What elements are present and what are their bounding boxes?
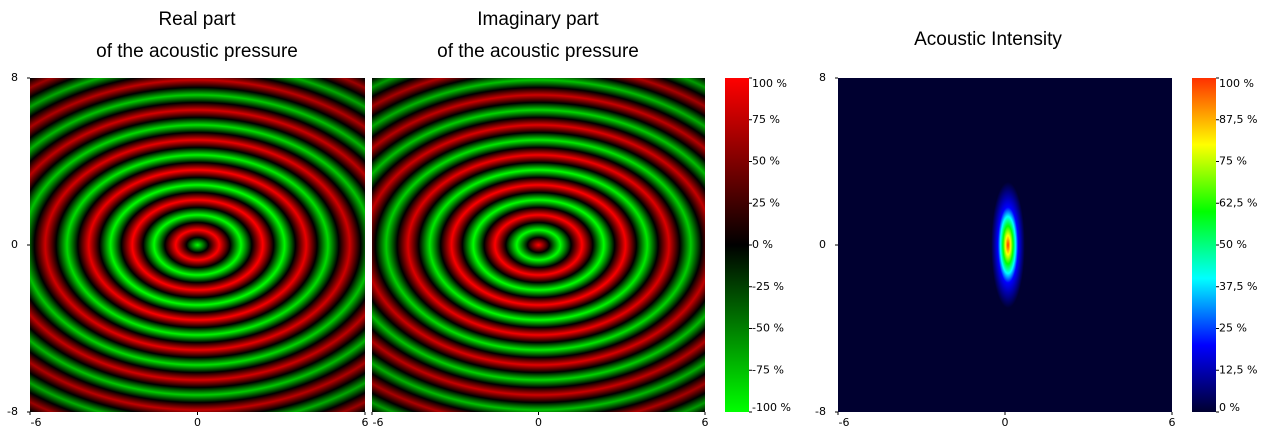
- y-tick-label: -8: [7, 405, 18, 418]
- x-tick-label: 6: [362, 416, 369, 429]
- x-tick-label: 0: [1002, 416, 1009, 429]
- colorbar-tick-label: 100 %: [752, 77, 787, 90]
- colorbar-tick-label: 100 %: [1219, 77, 1254, 90]
- y-tick-label: 8: [819, 71, 826, 84]
- colorbar-tick-label: 75 %: [1219, 155, 1247, 168]
- heatmap-shade: [372, 78, 705, 412]
- colorbar-tick-label: -100 %: [752, 401, 791, 414]
- colorbar-tick-label: -50 %: [752, 322, 784, 335]
- y-tick-label: 0: [819, 238, 826, 251]
- colorbar-tick-label: -75 %: [752, 363, 784, 376]
- x-tick-label: 0: [194, 416, 201, 429]
- heatmap-image: [838, 78, 1172, 412]
- chart-title: of the acoustic pressure: [437, 41, 639, 62]
- chart-title: Acoustic Intensity: [914, 29, 1062, 50]
- x-tick-label: -6: [839, 416, 850, 429]
- colorbar-tick-label: 25 %: [752, 196, 780, 209]
- chart-title: Imaginary part: [477, 9, 599, 30]
- y-tick-label: 8: [11, 71, 18, 84]
- colorbar-tick-label: 50 %: [752, 155, 780, 168]
- colorbar-tick-label: 0 %: [752, 238, 773, 251]
- x-tick-label: -6: [373, 416, 384, 429]
- colorbar-tick-label: -25 %: [752, 280, 784, 293]
- x-tick-label: -6: [31, 416, 42, 429]
- colorbar: [1192, 78, 1216, 412]
- heatmap-shade: [30, 78, 365, 412]
- chart-title: of the acoustic pressure: [96, 41, 298, 62]
- colorbar-tick-label: 12,5 %: [1219, 363, 1257, 376]
- x-tick-label: 6: [702, 416, 709, 429]
- colorbar-tick-label: 75 %: [752, 113, 780, 126]
- colorbar-tick-label: 25 %: [1219, 322, 1247, 335]
- x-tick-label: 0: [535, 416, 542, 429]
- colorbar-tick-label: 62,5 %: [1219, 196, 1257, 209]
- colorbar: [725, 78, 749, 412]
- chart-title: Real part: [158, 9, 236, 30]
- colorbar-tick-label: 37,5 %: [1219, 280, 1257, 293]
- x-tick-label: 6: [1169, 416, 1176, 429]
- y-tick-label: 0: [11, 238, 18, 251]
- y-tick-label: -8: [815, 405, 826, 418]
- colorbar-tick-label: 87,5 %: [1219, 113, 1257, 126]
- colorbar-tick-label: 0 %: [1219, 401, 1240, 414]
- colorbar-tick-label: 50 %: [1219, 238, 1247, 251]
